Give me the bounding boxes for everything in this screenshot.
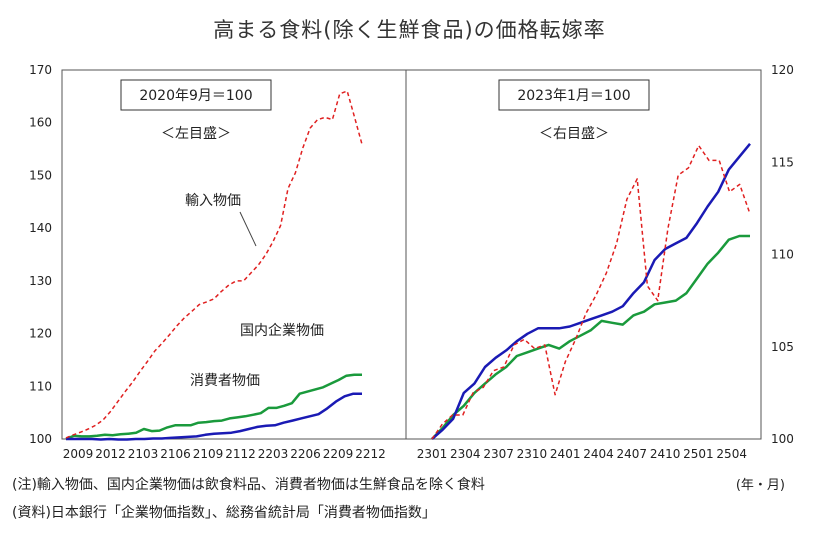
right-y-tick-label: 115 <box>771 155 794 169</box>
right-x-tick-label: 2501 <box>683 447 714 461</box>
left-y-tick-label: 100 <box>29 432 52 446</box>
left-x-tick-label: 2103 <box>128 447 159 461</box>
import-leader-line <box>239 211 257 247</box>
right-x-tick-label: 2407 <box>617 447 648 461</box>
right-series-consumer-line <box>431 143 751 440</box>
left-y-tick-label: 140 <box>29 221 52 235</box>
left-y-tick-label: 130 <box>29 274 52 288</box>
left-y-tick-label: 170 <box>29 63 52 77</box>
right-x-tick-label: 2304 <box>450 447 481 461</box>
right-y-tick-label: 110 <box>771 248 794 262</box>
left-x-tick-label: 2109 <box>193 447 224 461</box>
right-x-tick-label: 2307 <box>483 447 514 461</box>
left-y-tick-label: 150 <box>29 168 52 182</box>
right-y-tick-label: 105 <box>771 340 794 354</box>
footnote-source: (資料)日本銀行「企業物価指数」、総務省統計局「消費者物価指数」 <box>12 505 436 521</box>
left-y-tick-label: 120 <box>29 327 52 341</box>
left-series-consumer-line <box>66 392 362 441</box>
right-x-tick-label: 2310 <box>517 447 548 461</box>
right-scale-label: ＜右目盛＞ <box>539 126 609 142</box>
right-base-box <box>498 79 650 111</box>
left-x-tick-label: 2106 <box>160 447 191 461</box>
left-series-domestic-line <box>65 373 362 441</box>
plot-frame <box>61 69 762 440</box>
left-x-tick-label: 2206 <box>290 447 321 461</box>
right-x-tick-label: 2404 <box>583 447 614 461</box>
right-base-label: 2023年1月＝100 <box>517 88 630 104</box>
right-y-tick-label: 100 <box>771 432 794 446</box>
series-label-import: 輸入物価 <box>185 193 241 209</box>
left-x-tick-label: 2009 <box>63 447 94 461</box>
left-base-label: 2020年9月＝100 <box>139 88 252 104</box>
left-x-tick-label: 2012 <box>95 447 126 461</box>
left-base-box <box>120 79 272 111</box>
series-label-domestic: 国内企業物価 <box>240 322 324 339</box>
left-x-tick-label: 2212 <box>355 447 386 461</box>
left-y-tick-label: 110 <box>29 379 52 393</box>
right-series-import-line <box>431 144 751 440</box>
right-x-tick-label: 2401 <box>550 447 581 461</box>
x-axis-unit-label: (年・月) <box>735 478 785 493</box>
chart-title: 高まる食料(除く生鮮食品)の価格転嫁率 <box>213 18 606 42</box>
right-y-tick-label: 120 <box>771 63 794 77</box>
footnote-note: (注)輸入物価、国内企業物価は飲食料品、消費者物価は生鮮食品を除く食料 <box>12 477 485 493</box>
left-y-tick-label: 160 <box>29 116 52 130</box>
left-x-tick-label: 2203 <box>258 447 289 461</box>
right-x-tick-label: 2301 <box>417 447 448 461</box>
left-x-tick-label: 2112 <box>225 447 256 461</box>
right-x-tick-label: 2410 <box>650 447 681 461</box>
series-label-consumer: 消費者物価 <box>190 373 260 389</box>
right-series-domestic-line <box>431 234 750 440</box>
left-x-tick-label: 2209 <box>323 447 354 461</box>
right-x-tick-label: 2504 <box>716 447 747 461</box>
left-scale-label: ＜左目盛＞ <box>161 126 231 142</box>
